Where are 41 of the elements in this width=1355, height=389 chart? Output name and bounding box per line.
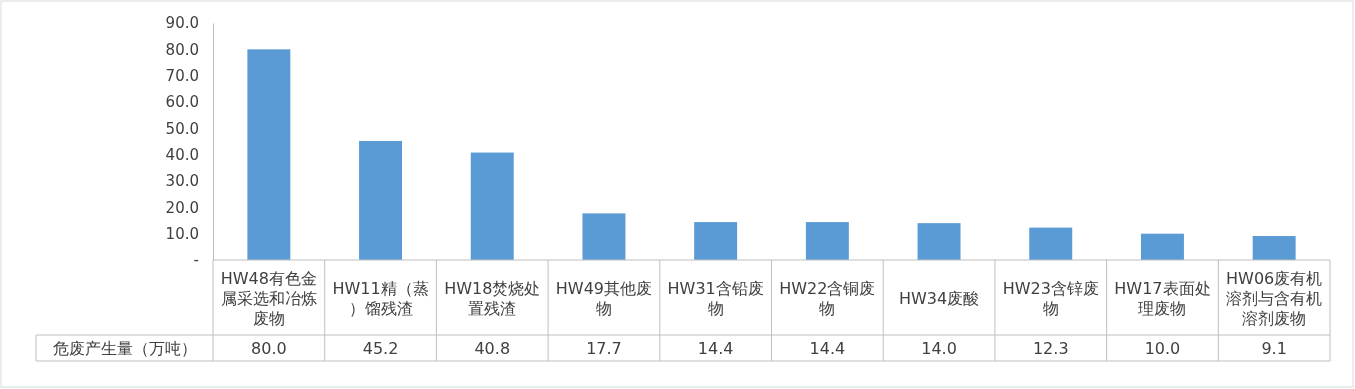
y-tick-label: 10.0 bbox=[165, 224, 199, 243]
data-label: 17.7 bbox=[586, 339, 622, 358]
data-label: 14.4 bbox=[697, 339, 734, 358]
x-tick-label: HW49其他废物 bbox=[555, 278, 653, 318]
data-label: 40.8 bbox=[474, 339, 511, 358]
data-label: 80.0 bbox=[251, 339, 287, 358]
data-label: 10.0 bbox=[1144, 339, 1181, 358]
x-tick-label: HW06废有机溶剂与含有机溶剂废物 bbox=[1226, 268, 1323, 328]
x-tick-label: HW34废酸 bbox=[898, 288, 980, 308]
bar bbox=[1140, 233, 1184, 260]
y-tick-label: - bbox=[193, 251, 199, 270]
x-tick-label: HW23含锌废物 bbox=[1002, 278, 1099, 318]
x-tick-label: HW11精（蒸）馏残渣 bbox=[332, 278, 429, 318]
y-tick-label: 80.0 bbox=[165, 40, 199, 59]
data-label: 12.3 bbox=[1032, 339, 1069, 358]
y-tick-label: 90.0 bbox=[165, 14, 199, 33]
data-label: 9.1 bbox=[1261, 339, 1287, 358]
y-tick-label: 70.0 bbox=[165, 66, 199, 85]
bar bbox=[1252, 236, 1296, 260]
x-tick-label: HW31含铅废物 bbox=[667, 278, 764, 318]
bar bbox=[694, 222, 738, 260]
bar bbox=[359, 140, 403, 260]
y-tick-label: 30.0 bbox=[165, 172, 199, 191]
text: 危废产生量（万吨） bbox=[52, 339, 197, 358]
bar bbox=[917, 223, 961, 260]
x-tick-label: HW18焚烧处置残渣 bbox=[444, 278, 541, 318]
bar bbox=[582, 213, 626, 260]
data-label: 45.2 bbox=[362, 339, 399, 358]
bar bbox=[1029, 227, 1073, 260]
data-label: 14.4 bbox=[809, 339, 846, 358]
bar bbox=[805, 222, 849, 260]
x-tick-label: HW17表面处理废物 bbox=[1114, 278, 1211, 318]
y-tick-label: 20.0 bbox=[165, 198, 199, 217]
y-tick-label: 40.0 bbox=[165, 145, 199, 164]
data-label: 14.0 bbox=[921, 339, 957, 358]
x-tick-label: HW22含铜废物 bbox=[779, 278, 876, 318]
x-tick-label: HW48有色金属采选和冶炼废物 bbox=[220, 268, 317, 328]
bar bbox=[247, 49, 291, 260]
y-tick-label: 50.0 bbox=[165, 119, 199, 138]
y-tick-label: 60.0 bbox=[165, 93, 199, 112]
bar bbox=[470, 152, 514, 260]
